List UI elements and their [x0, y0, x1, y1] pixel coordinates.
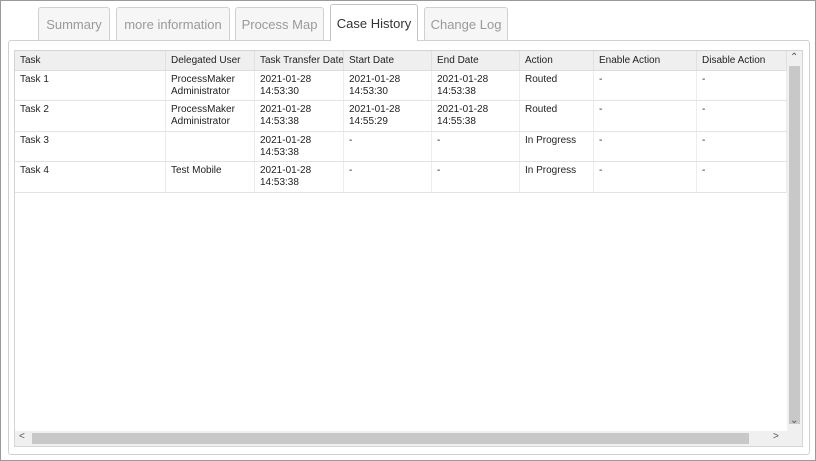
tab[interactable]: Summary — [38, 7, 110, 40]
column-header[interactable]: End Date — [432, 51, 520, 71]
cell-line: Administrator — [171, 116, 230, 127]
column-header[interactable]: Start Date — [344, 51, 432, 71]
table-cell: Task 4 — [15, 162, 166, 192]
tab[interactable]: Case History — [330, 4, 418, 41]
table-cell: - — [697, 71, 787, 100]
table-cell: - — [594, 101, 697, 131]
table-row[interactable]: Task 3 2021-01-28 14:53:38- - In Progress - - — [15, 132, 788, 162]
column-header[interactable]: Enable Action — [594, 51, 697, 71]
scroll-down[interactable]: ⌄ — [790, 415, 799, 426]
cell-line: ProcessMaker — [171, 74, 235, 85]
cell-line: 2021-01-28 — [260, 74, 312, 85]
column-header[interactable]: Delegated User — [166, 51, 255, 71]
table-cell: In Progress — [520, 162, 594, 192]
tab[interactable]: Process Map — [235, 7, 324, 40]
table-cell: Task 3 — [15, 132, 166, 161]
table-row[interactable]: Task 2 ProcessMaker Administrator 2021-01-2… — [15, 101, 788, 132]
table-cell: ProcessMaker Administrator — [166, 101, 255, 131]
table-cell: 2021-01-28 14:53:38 — [255, 162, 344, 192]
table-cell: In Progress — [520, 132, 594, 161]
cell-line: 14:53:38 — [260, 177, 299, 188]
table-cell: Test Mobile — [166, 162, 255, 192]
cell-line: 2021-01-28 — [437, 74, 489, 85]
scroll-right[interactable]: > — [773, 431, 779, 442]
table-cell: - — [344, 162, 432, 192]
scroll-thumb[interactable] — [32, 433, 749, 444]
table-cell: - — [594, 132, 697, 161]
column-header[interactable]: Task Transfer Date — [255, 51, 344, 71]
table-cell: - — [697, 132, 787, 161]
tab[interactable]: more information — [116, 7, 230, 40]
table-cell: 2021-01-28 14:53:38 — [255, 132, 344, 161]
table-row[interactable]: Task 4 Test Mobile 2021-01-28 14:53:38- - In … — [15, 162, 788, 193]
column-header[interactable]: Task — [15, 51, 166, 71]
scroll-thumb[interactable] — [789, 66, 800, 424]
scroll-up[interactable]: ⌃ — [790, 52, 799, 63]
cell-line: 14:53:38 — [437, 86, 476, 97]
table-cell: - — [432, 162, 520, 192]
table-row[interactable]: Task 1 ProcessMaker Administrator 2021-01-2… — [15, 71, 788, 101]
column-header[interactable]: Disable Action — [697, 51, 787, 71]
cell-line: 14:53:38 — [260, 116, 299, 127]
table-cell — [166, 132, 255, 161]
table-cell: - — [344, 132, 432, 161]
table-cell: Routed — [520, 101, 594, 131]
table-cell: 2021-01-28 14:53:38 — [432, 71, 520, 100]
cell-line: 2021-01-28 — [260, 135, 312, 146]
table-cell: ProcessMaker Administrator — [166, 71, 255, 100]
table-cell: - — [594, 71, 697, 100]
cell-line: 2021-01-28 — [349, 74, 401, 85]
tab[interactable]: Change Log — [424, 7, 508, 40]
table-cell: Task 2 — [15, 101, 166, 131]
table-cell: Task 1 — [15, 71, 166, 100]
cell-line: 14:53:38 — [260, 147, 299, 158]
table-cell: 2021-01-28 14:53:30 — [344, 71, 432, 100]
table-cell: 2021-01-28 14:55:29 — [344, 101, 432, 131]
vertical-scrollbar[interactable]: ⌃ ⌄ — [787, 51, 802, 431]
cell-line: ProcessMaker — [171, 104, 235, 115]
table-cell: 2021-01-28 14:53:30 — [255, 71, 344, 100]
horizontal-scrollbar[interactable]: < > — [15, 431, 802, 446]
table-cell: - — [697, 162, 787, 192]
table-cell: - — [697, 101, 787, 131]
cell-line: 2021-01-28 — [437, 104, 489, 115]
history-grid: Task Delegated User Task Transfer Date Star… — [14, 50, 803, 447]
column-header[interactable]: Action — [520, 51, 594, 71]
cell-line: 2021-01-28 — [260, 165, 312, 176]
table-cell: 2021-01-28 14:53:38 — [255, 101, 344, 131]
table-cell: - — [432, 132, 520, 161]
table-cell: Routed — [520, 71, 594, 100]
cell-line: 2021-01-28 — [260, 104, 312, 115]
cell-line: 2021-01-28 — [349, 104, 401, 115]
cell-line: 14:55:38 — [437, 116, 476, 127]
cell-line: 14:53:30 — [349, 86, 388, 97]
scroll-left[interactable]: < — [19, 431, 25, 442]
cell-line: 14:55:29 — [349, 116, 388, 127]
cell-line: 14:53:30 — [260, 86, 299, 97]
table-cell: - — [594, 162, 697, 192]
cell-line: Administrator — [171, 86, 230, 97]
table-cell: 2021-01-28 14:55:38 — [432, 101, 520, 131]
